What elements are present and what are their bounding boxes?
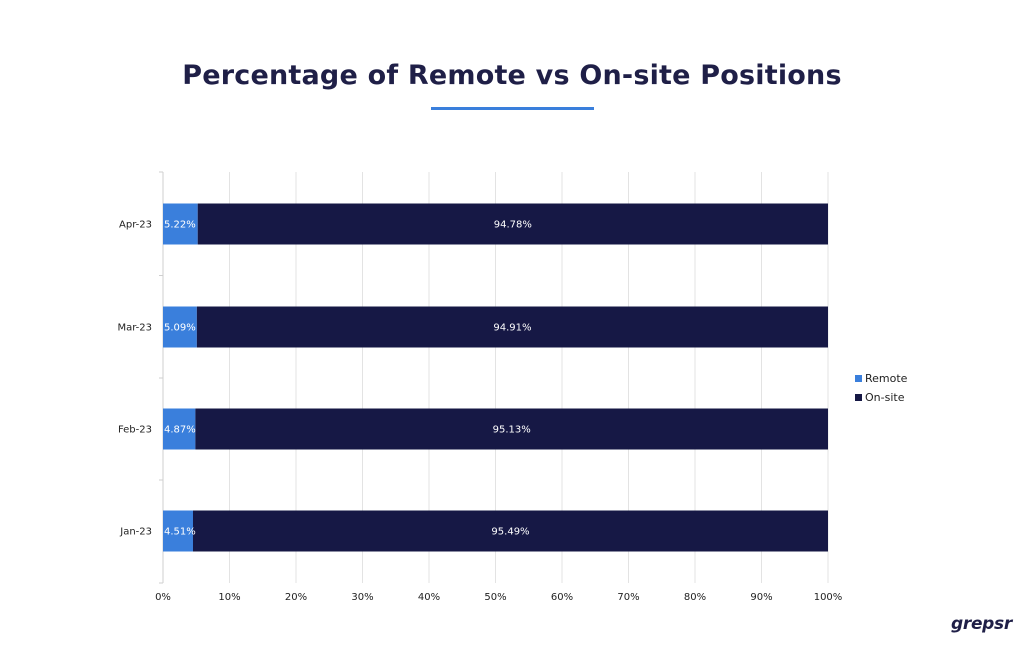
data-label: 94.91%	[493, 323, 531, 334]
bar-on-site-jan-23	[192, 510, 828, 552]
bars	[163, 203, 828, 552]
bar-remote-apr-23	[163, 203, 198, 245]
labels: 0% 10% 20% 30% 40% 50% 60% 70% 80% 90% 100% 5.22% 94…	[117, 220, 842, 604]
bar-remote-jan-23	[163, 510, 193, 552]
legend-swatch-onsite	[855, 394, 862, 401]
title-underline	[431, 107, 594, 110]
data-label: 4.87%	[164, 425, 196, 436]
chart-title: Percentage of Remote vs On-site Position…	[182, 60, 842, 91]
data-label: 5.22%	[164, 220, 196, 231]
y-category-label: Feb-23	[118, 425, 152, 436]
data-label: 95.13%	[493, 425, 531, 436]
x-tick-label: 100%	[814, 592, 843, 603]
legend-label-onsite: On-site	[865, 391, 905, 404]
legend: Remote On-site	[855, 369, 907, 407]
x-tick-label: 40%	[418, 592, 440, 603]
legend-item-onsite: On-site	[855, 388, 907, 407]
x-tick-label: 90%	[750, 592, 772, 603]
legend-label-remote: Remote	[865, 372, 908, 385]
x-tick-label: 80%	[684, 592, 706, 603]
x-tick-label: 70%	[617, 592, 639, 603]
bar-on-site-mar-23	[196, 306, 828, 348]
bar-on-site-apr-23	[197, 203, 828, 245]
x-tick-label: 20%	[285, 592, 307, 603]
legend-swatch-remote	[855, 375, 862, 382]
brand-logo: grepsr	[951, 614, 1012, 634]
y-category-label: Apr-23	[119, 220, 152, 231]
data-label: 5.09%	[164, 323, 196, 334]
x-tick-label: 0%	[155, 592, 171, 603]
bar-remote-mar-23	[163, 306, 197, 348]
x-tick-label: 30%	[351, 592, 373, 603]
x-tick-label: 10%	[218, 592, 240, 603]
y-category-label: Mar-23	[117, 323, 152, 334]
bar-remote-feb-23	[163, 408, 196, 450]
x-tick-label: 50%	[484, 592, 506, 603]
bar-on-site-feb-23	[195, 408, 828, 450]
y-category-label: Jan-23	[119, 527, 152, 538]
x-tick-label: 60%	[551, 592, 573, 603]
data-label: 95.49%	[491, 527, 529, 538]
data-label: 4.51%	[164, 527, 196, 538]
legend-item-remote: Remote	[855, 369, 907, 388]
data-label: 94.78%	[494, 220, 532, 231]
